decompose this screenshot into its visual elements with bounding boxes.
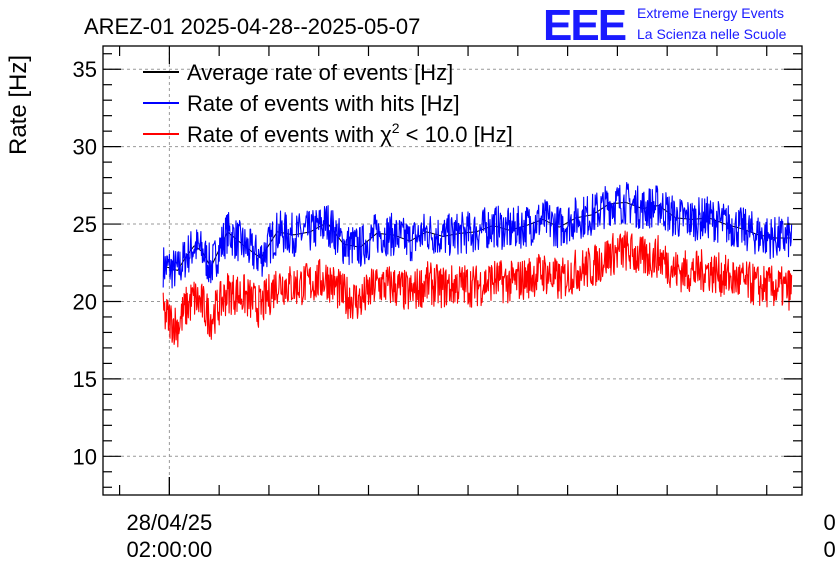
x-tick-label-date: 28/04/25 bbox=[127, 510, 213, 535]
series-line-1 bbox=[162, 181, 793, 289]
eee-logo: EEE Extreme Energy Events La Scienza nel… bbox=[543, 1, 787, 50]
y-tick-label: 25 bbox=[73, 212, 97, 237]
x-tick-label-date: 05/05/25 bbox=[823, 510, 836, 535]
legend: Average rate of events [Hz] Rate of even… bbox=[143, 60, 513, 147]
chart-title: AREZ-01 2025-04-28--2025-05-07 bbox=[84, 14, 420, 39]
y-tick-labels: 10 15 20 25 30 35 bbox=[73, 57, 97, 469]
legend-label-hits: Rate of events with hits [Hz] bbox=[187, 91, 460, 116]
y-tick-label: 20 bbox=[73, 289, 97, 314]
y-tick-label: 15 bbox=[73, 367, 97, 392]
x-tick-label-time: 02:00:00 bbox=[127, 537, 213, 562]
y-axis-label: Rate [Hz] bbox=[5, 55, 32, 155]
y-tick-label: 10 bbox=[73, 444, 97, 469]
axis-ticks bbox=[103, 46, 802, 495]
series-layer bbox=[162, 181, 793, 348]
legend-label-chi2: Rate of events with χ2 < 10.0 [Hz] bbox=[187, 120, 513, 147]
y-tick-label: 35 bbox=[73, 57, 97, 82]
x-tick-label-time: 02:00:00 bbox=[823, 537, 836, 562]
brand-line-2: La Scienza nelle Scuole bbox=[637, 26, 787, 42]
legend-label-average: Average rate of events [Hz] bbox=[187, 60, 453, 85]
logo-mark: EEE bbox=[543, 1, 626, 50]
series-line-2 bbox=[162, 230, 793, 348]
brand-line-1: Extreme Energy Events bbox=[637, 5, 784, 21]
y-tick-label: 30 bbox=[73, 135, 97, 160]
